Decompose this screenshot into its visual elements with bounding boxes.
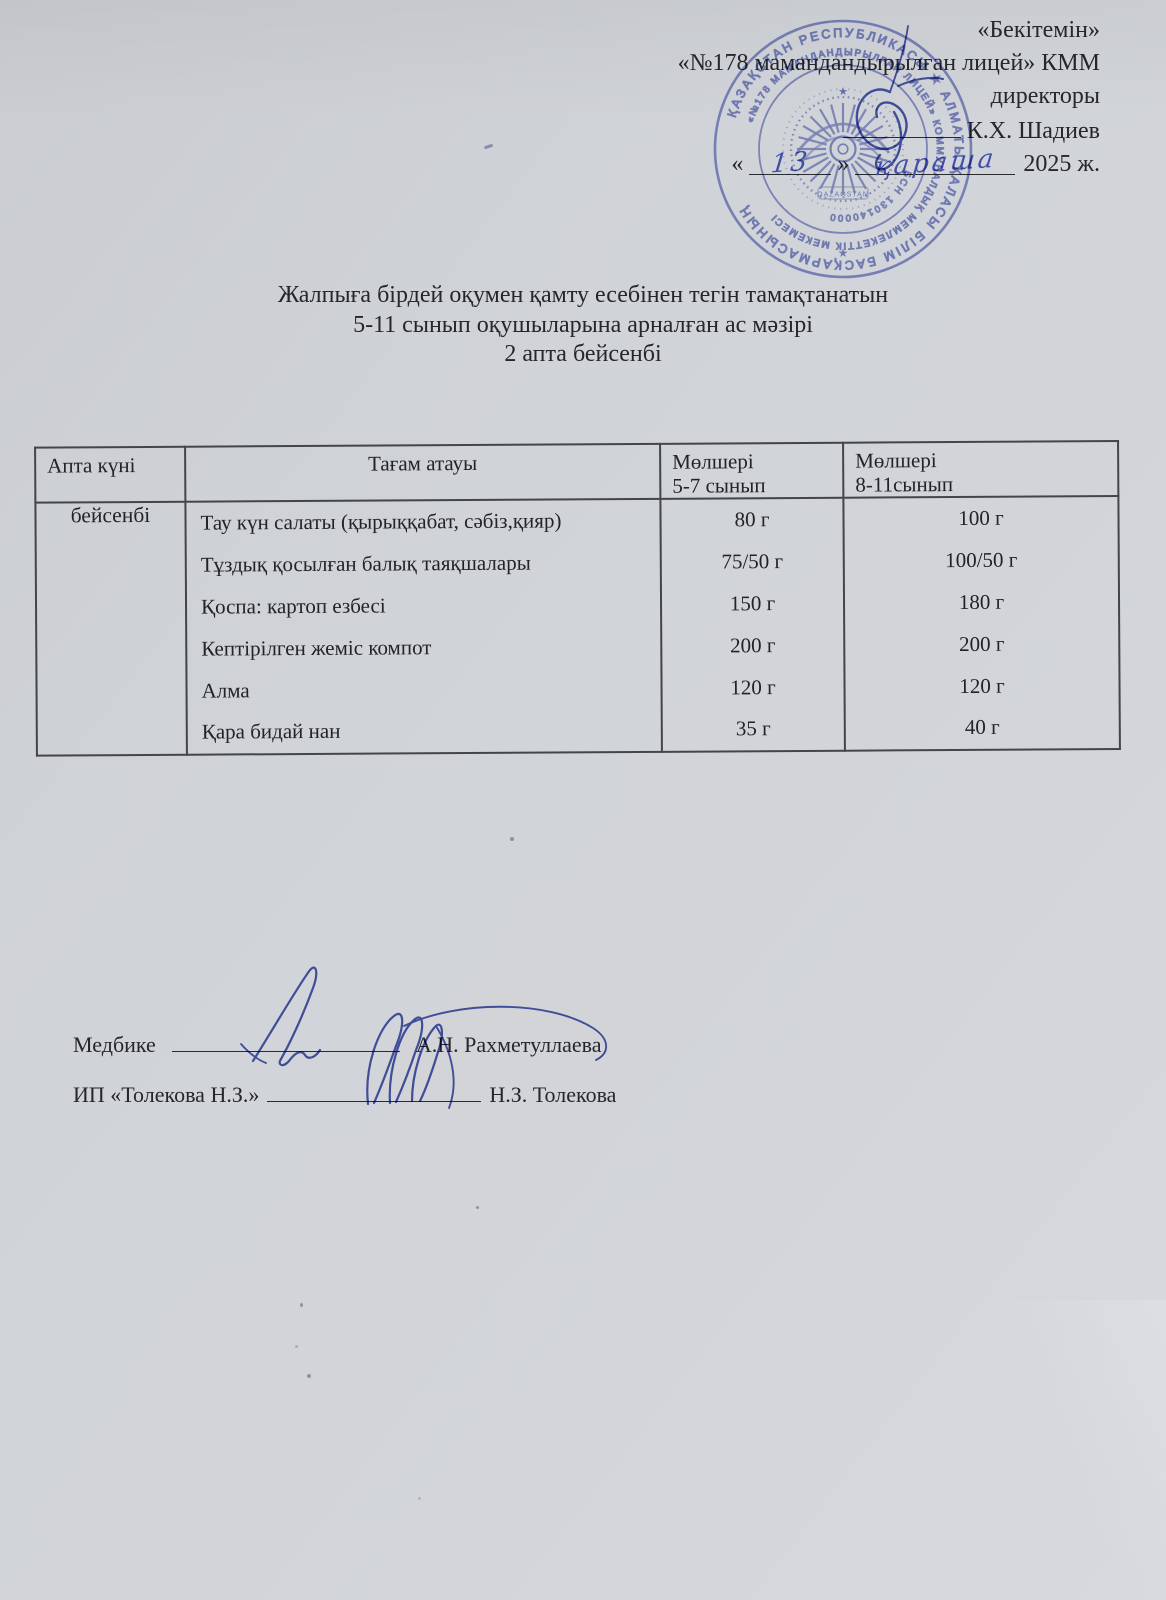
approval-date-line: «13» қараша 2025 ж. xyxy=(678,144,1100,183)
portion-value: 75/50 г xyxy=(721,549,784,574)
ip-label: ИП «Толекова Н.З.» xyxy=(73,1082,260,1107)
dish-name: Алма xyxy=(201,677,250,703)
paper-speck xyxy=(300,1303,303,1307)
scan-shadow-corner xyxy=(996,1300,1166,1600)
emblem-star-top: ★ xyxy=(838,86,848,98)
nurse-label: Медбике xyxy=(73,1032,156,1057)
table-header-row: Апта күні Тағам атауы Мөлшері 5-7 сынып … xyxy=(35,441,1119,503)
emblem-ornament-ring xyxy=(789,95,897,203)
director-signature-line: К.Х. Шадиев xyxy=(678,113,1100,148)
paper-speck xyxy=(476,1206,479,1209)
portion-value: 200 г xyxy=(959,631,1005,656)
quote-open: « xyxy=(731,151,744,177)
portion-value: 180 г xyxy=(958,589,1005,614)
dish-name: Қоспа: картоп езбесі xyxy=(200,593,386,619)
paper-speck xyxy=(295,1345,298,1348)
quote-close: » xyxy=(837,151,850,177)
dish-name: Кептірілген жеміс компот xyxy=(201,635,432,661)
nurse-handwritten-signature xyxy=(240,966,322,1067)
dish-name: Қара бидай нан xyxy=(201,719,341,745)
emblem-ornament-ring-2 xyxy=(782,88,904,210)
stamp-inner-circle xyxy=(758,64,928,234)
stamp-star-bottom: ★ xyxy=(838,246,849,260)
portion-value: 120 г xyxy=(730,674,776,699)
portion-value: 200 г xyxy=(730,632,776,658)
director-role: директоры xyxy=(990,83,1100,109)
date-day-blank: 13 xyxy=(749,146,832,180)
weekday-cell: бейсенбі xyxy=(35,501,187,756)
official-round-stamp: ҚАЗАҚСТАН РЕСПУБЛИКАСЫ ★ АЛМАТЫ ҚАЛАСЫ Б… xyxy=(710,16,976,282)
emblem-caption: QAZAQSTAN xyxy=(817,192,869,199)
dish-name: Тау күн салаты (қырыққабат, сәбіз,қияр) xyxy=(200,508,562,536)
portion-8-11-cell: 100 г 100/50 г 180 г 200 г 120 г 40 г xyxy=(843,496,1120,751)
header-portion-8-11: Мөлшері 8-11сынып xyxy=(855,448,954,497)
portion-value: 150 г xyxy=(729,591,776,616)
dish-list-cell: Тау күн салаты (қырыққабат, сәбіз,қияр) … xyxy=(185,498,662,755)
approval-block: «Бекітемін» «№178 мамандандырылған лицей… xyxy=(678,14,1100,183)
director-signature xyxy=(855,25,944,171)
portion-5-7-cell: 80 г 75/50 г 150 г 200 г 120 г 35 г xyxy=(660,497,845,752)
director-name: К.Х. Шадиев xyxy=(966,118,1100,144)
ip-signature-line: ИП «Толекова Н.З.» Н.З. Толекова xyxy=(73,1079,616,1108)
paper-speck xyxy=(418,1497,421,1500)
ip-name: Н.З. Толекова xyxy=(489,1082,617,1107)
table-body-row: бейсенбі Тау күн салаты (қырыққабат, сәб… xyxy=(35,496,1120,756)
paper-speck xyxy=(307,1374,311,1378)
nurse-signature-line: Медбике А.Н. Рахметуллаева xyxy=(73,1029,601,1058)
portion-value: 40 г xyxy=(964,715,1000,740)
dish-name: Тұздық қосылған балық таяқшалары xyxy=(200,550,531,577)
title-line-1: Жалпыға бірдей оқумен қамту есебінен тег… xyxy=(277,282,889,308)
portion-value: 120 г xyxy=(959,673,1005,698)
emblem-banner xyxy=(817,186,869,200)
approval-label: «Бекітемін» xyxy=(977,17,1100,43)
ink-speck xyxy=(483,143,494,149)
portion-value: 100/50 г xyxy=(945,547,1018,573)
header-portion-5-7: Мөлшері 5-7 сынып xyxy=(672,449,766,498)
header-dish-column: Тағам атауы xyxy=(368,450,478,476)
scan-shadow-top xyxy=(0,0,1166,120)
stamp-emblem xyxy=(782,88,904,210)
document-title: Жалпыға бірдей оқумен қамту есебінен тег… xyxy=(0,281,1166,370)
portion-value: 100 г xyxy=(958,506,1004,531)
menu-table: Апта күні Тағам атауы Мөлшері 5-7 сынып … xyxy=(34,440,1121,756)
title-line-2: 5-11 сынып оқушыларына арналған ас мәзір… xyxy=(353,311,813,338)
emblem-wings xyxy=(795,122,891,154)
nurse-name: А.Н. Рахметуллаева xyxy=(415,1032,602,1057)
paper-speck xyxy=(510,837,514,841)
portion-value: 35 г xyxy=(735,716,771,741)
stamp-outer-circle xyxy=(713,19,973,279)
date-year: 2025 ж. xyxy=(1023,151,1100,177)
ip-handwritten-signature xyxy=(366,1005,608,1109)
header-day-column: Апта күні xyxy=(47,453,136,478)
portion-value: 80 г xyxy=(734,507,770,532)
date-month-blank: қараша xyxy=(855,144,1016,182)
title-line-3: 2 апта бейсенбі xyxy=(504,341,662,367)
